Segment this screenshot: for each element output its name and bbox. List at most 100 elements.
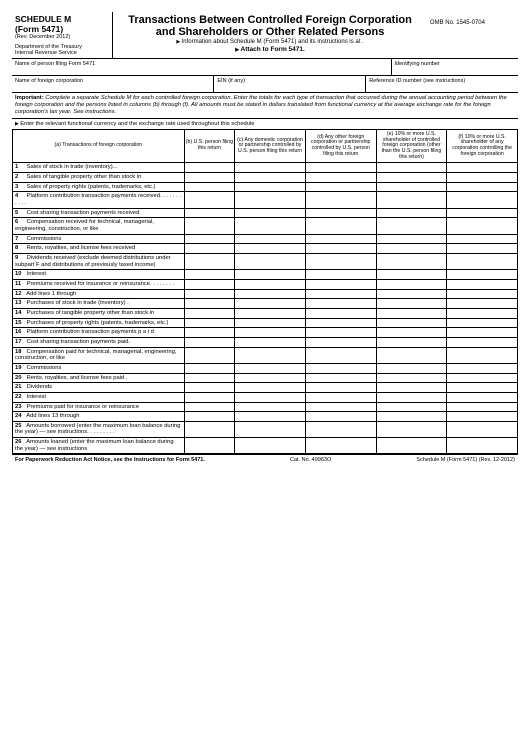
cell-input[interactable]: [376, 173, 447, 183]
cell-input[interactable]: [376, 299, 447, 309]
cell-input[interactable]: [447, 402, 518, 412]
cell-input[interactable]: [447, 438, 518, 454]
cell-input[interactable]: [447, 308, 518, 318]
cell-input[interactable]: [305, 182, 376, 192]
cell-input[interactable]: [305, 347, 376, 363]
cell-input[interactable]: [447, 173, 518, 183]
cell-input[interactable]: [235, 254, 306, 270]
ein-label[interactable]: EIN (if any): [214, 76, 366, 92]
cell-input[interactable]: [447, 299, 518, 309]
cell-input[interactable]: [447, 270, 518, 280]
cell-input[interactable]: [447, 244, 518, 254]
corp-name-label[interactable]: Name of foreign corporation: [12, 76, 214, 92]
cell-input[interactable]: [305, 412, 376, 422]
cell-input[interactable]: [305, 270, 376, 280]
cell-input[interactable]: [376, 438, 447, 454]
cell-input[interactable]: [235, 337, 306, 347]
cell-input[interactable]: [235, 328, 306, 338]
cell-input[interactable]: [376, 308, 447, 318]
cell-input[interactable]: [376, 218, 447, 234]
cell-input[interactable]: [184, 337, 235, 347]
cell-input[interactable]: [305, 421, 376, 437]
cell-input[interactable]: [447, 383, 518, 393]
cell-input[interactable]: [447, 347, 518, 363]
cell-input[interactable]: [184, 412, 235, 422]
cell-input[interactable]: [305, 328, 376, 338]
cell-input[interactable]: [376, 208, 447, 218]
cell-input[interactable]: [305, 192, 376, 208]
cell-input[interactable]: [305, 289, 376, 299]
cell-input[interactable]: [184, 438, 235, 454]
cell-input[interactable]: [305, 279, 376, 289]
cell-input[interactable]: [184, 279, 235, 289]
cell-input[interactable]: [184, 208, 235, 218]
cell-input[interactable]: [184, 173, 235, 183]
cell-input[interactable]: [376, 363, 447, 373]
cell-input[interactable]: [184, 270, 235, 280]
cell-input[interactable]: [376, 254, 447, 270]
cell-input[interactable]: [305, 402, 376, 412]
cell-input[interactable]: [447, 421, 518, 437]
cell-input[interactable]: [305, 383, 376, 393]
cell-input[interactable]: [305, 173, 376, 183]
cell-input[interactable]: [376, 318, 447, 328]
cell-input[interactable]: [184, 234, 235, 244]
cell-input[interactable]: [235, 270, 306, 280]
cell-input[interactable]: [184, 163, 235, 173]
cell-input[interactable]: [235, 244, 306, 254]
cell-input[interactable]: [184, 347, 235, 363]
cell-input[interactable]: [305, 254, 376, 270]
cell-input[interactable]: [305, 208, 376, 218]
cell-input[interactable]: [235, 402, 306, 412]
cell-input[interactable]: [447, 392, 518, 402]
cell-input[interactable]: [376, 270, 447, 280]
cell-input[interactable]: [376, 182, 447, 192]
cell-input[interactable]: [376, 192, 447, 208]
cell-input[interactable]: [305, 244, 376, 254]
cell-input[interactable]: [184, 192, 235, 208]
cell-input[interactable]: [184, 289, 235, 299]
identifying-number-label[interactable]: Identifying number: [392, 59, 519, 75]
cell-input[interactable]: [184, 373, 235, 383]
cell-input[interactable]: [235, 347, 306, 363]
cell-input[interactable]: [376, 412, 447, 422]
cell-input[interactable]: [235, 192, 306, 208]
cell-input[interactable]: [447, 192, 518, 208]
cell-input[interactable]: [184, 328, 235, 338]
cell-input[interactable]: [235, 373, 306, 383]
cell-input[interactable]: [184, 244, 235, 254]
cell-input[interactable]: [376, 337, 447, 347]
cell-input[interactable]: [376, 328, 447, 338]
cell-input[interactable]: [235, 279, 306, 289]
cell-input[interactable]: [376, 392, 447, 402]
cell-input[interactable]: [447, 163, 518, 173]
ref-id-label[interactable]: Reference ID number (see instructions): [366, 76, 518, 92]
cell-input[interactable]: [235, 438, 306, 454]
filer-name-label[interactable]: Name of person filing Form 5471: [12, 59, 392, 75]
cell-input[interactable]: [305, 337, 376, 347]
cell-input[interactable]: [184, 421, 235, 437]
cell-input[interactable]: [235, 234, 306, 244]
cell-input[interactable]: [376, 373, 447, 383]
cell-input[interactable]: [184, 392, 235, 402]
cell-input[interactable]: [235, 412, 306, 422]
cell-input[interactable]: [235, 318, 306, 328]
cell-input[interactable]: [305, 373, 376, 383]
cell-input[interactable]: [184, 308, 235, 318]
cell-input[interactable]: [376, 421, 447, 437]
cell-input[interactable]: [235, 163, 306, 173]
cell-input[interactable]: [447, 254, 518, 270]
cell-input[interactable]: [305, 299, 376, 309]
cell-input[interactable]: [376, 244, 447, 254]
cell-input[interactable]: [235, 299, 306, 309]
cell-input[interactable]: [447, 182, 518, 192]
cell-input[interactable]: [376, 402, 447, 412]
cell-input[interactable]: [184, 218, 235, 234]
cell-input[interactable]: [305, 318, 376, 328]
cell-input[interactable]: [447, 363, 518, 373]
cell-input[interactable]: [447, 337, 518, 347]
cell-input[interactable]: [376, 383, 447, 393]
cell-input[interactable]: [235, 383, 306, 393]
cell-input[interactable]: [235, 218, 306, 234]
cell-input[interactable]: [305, 163, 376, 173]
